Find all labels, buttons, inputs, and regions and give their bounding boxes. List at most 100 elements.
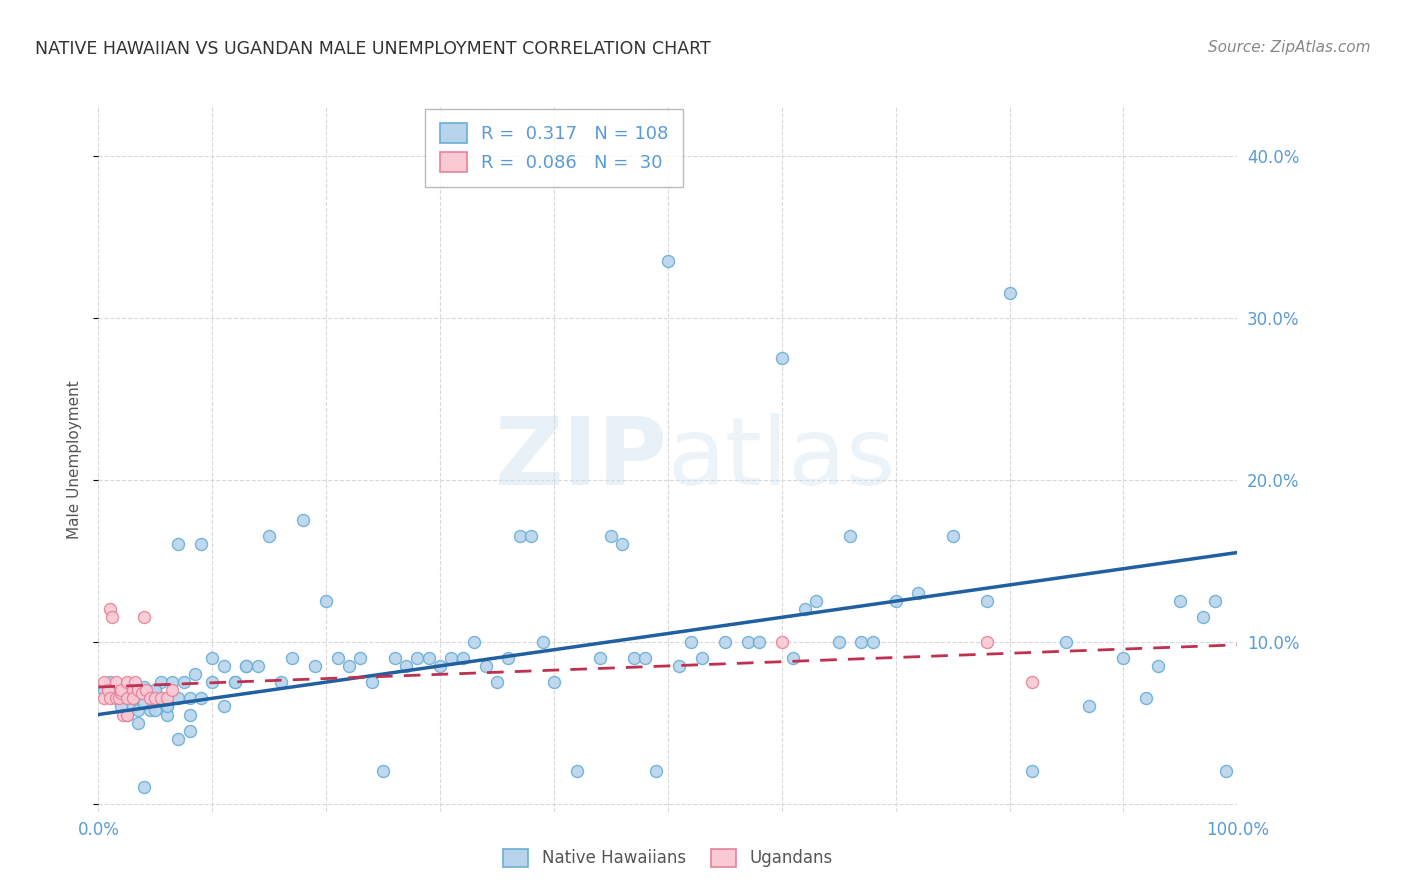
Point [190,691,212,706]
Point [110,683,132,698]
Point [998,286,1021,301]
Point [121,699,143,714]
Point [498,650,520,665]
Point [212,699,235,714]
Point [124,675,146,690]
Point [371,764,394,779]
Point [259,529,281,543]
Point [793,602,815,616]
Point [1135,691,1157,706]
Point [384,650,406,665]
Point [907,586,929,600]
Point [104,691,127,706]
Point [509,529,531,543]
Point [98,691,121,706]
Point [201,650,224,665]
Point [429,659,451,673]
Point [162,675,184,690]
Point [315,594,337,608]
Point [121,683,143,698]
Point [520,529,543,543]
Point [1146,659,1168,673]
Point [600,529,623,543]
Point [270,675,292,690]
Point [1204,594,1226,608]
Point [98,675,121,690]
Point [138,686,160,700]
Point [115,691,138,706]
Point [851,634,873,648]
Point [115,675,138,690]
Point [121,686,143,700]
Point [486,675,509,690]
Point [463,634,485,648]
Point [770,351,793,365]
Point [156,699,179,714]
Point [770,634,793,648]
Point [679,634,702,648]
Point [212,659,235,673]
Point [235,659,257,673]
Legend: Native Hawaiians, Ugandans: Native Hawaiians, Ugandans [496,842,839,874]
Point [224,675,246,690]
Point [565,764,588,779]
Point [1078,699,1101,714]
Point [1192,610,1215,624]
Point [145,691,167,706]
Point [135,683,157,698]
Point [127,715,149,730]
Point [304,659,326,673]
Point [634,650,657,665]
Point [1170,594,1192,608]
Point [714,634,737,648]
Point [179,723,201,738]
Point [645,764,668,779]
Point [156,707,179,722]
Point [162,683,184,698]
Point [668,659,690,673]
Point [543,675,565,690]
Point [150,691,173,706]
Point [360,675,382,690]
Text: NATIVE HAWAIIAN VS UGANDAN MALE UNEMPLOYMENT CORRELATION CHART: NATIVE HAWAIIAN VS UGANDAN MALE UNEMPLOY… [35,40,711,58]
Point [104,675,127,690]
Point [281,650,304,665]
Point [326,650,349,665]
Point [349,650,371,665]
Point [93,691,115,706]
Point [612,537,634,551]
Text: atlas: atlas [668,413,896,506]
Point [121,691,143,706]
Point [96,683,118,698]
Point [93,683,115,698]
Point [115,707,138,722]
Point [1021,675,1043,690]
Point [782,650,804,665]
Point [395,659,418,673]
Point [179,707,201,722]
Point [337,659,360,673]
Point [531,634,554,648]
Point [110,683,132,698]
Point [292,513,315,527]
Point [98,602,121,616]
Point [110,686,132,700]
Point [451,650,474,665]
Point [167,731,190,746]
Point [588,650,610,665]
Point [190,537,212,551]
Point [110,699,132,714]
Point [224,675,246,690]
Point [1054,634,1078,648]
Text: Source: ZipAtlas.com: Source: ZipAtlas.com [1208,40,1371,55]
Point [1021,764,1043,779]
Point [145,683,167,698]
Point [108,691,131,706]
Point [93,675,115,690]
Point [156,691,179,706]
Point [942,529,965,543]
Point [101,610,124,624]
Point [167,691,190,706]
Point [150,691,173,706]
Point [150,675,173,690]
